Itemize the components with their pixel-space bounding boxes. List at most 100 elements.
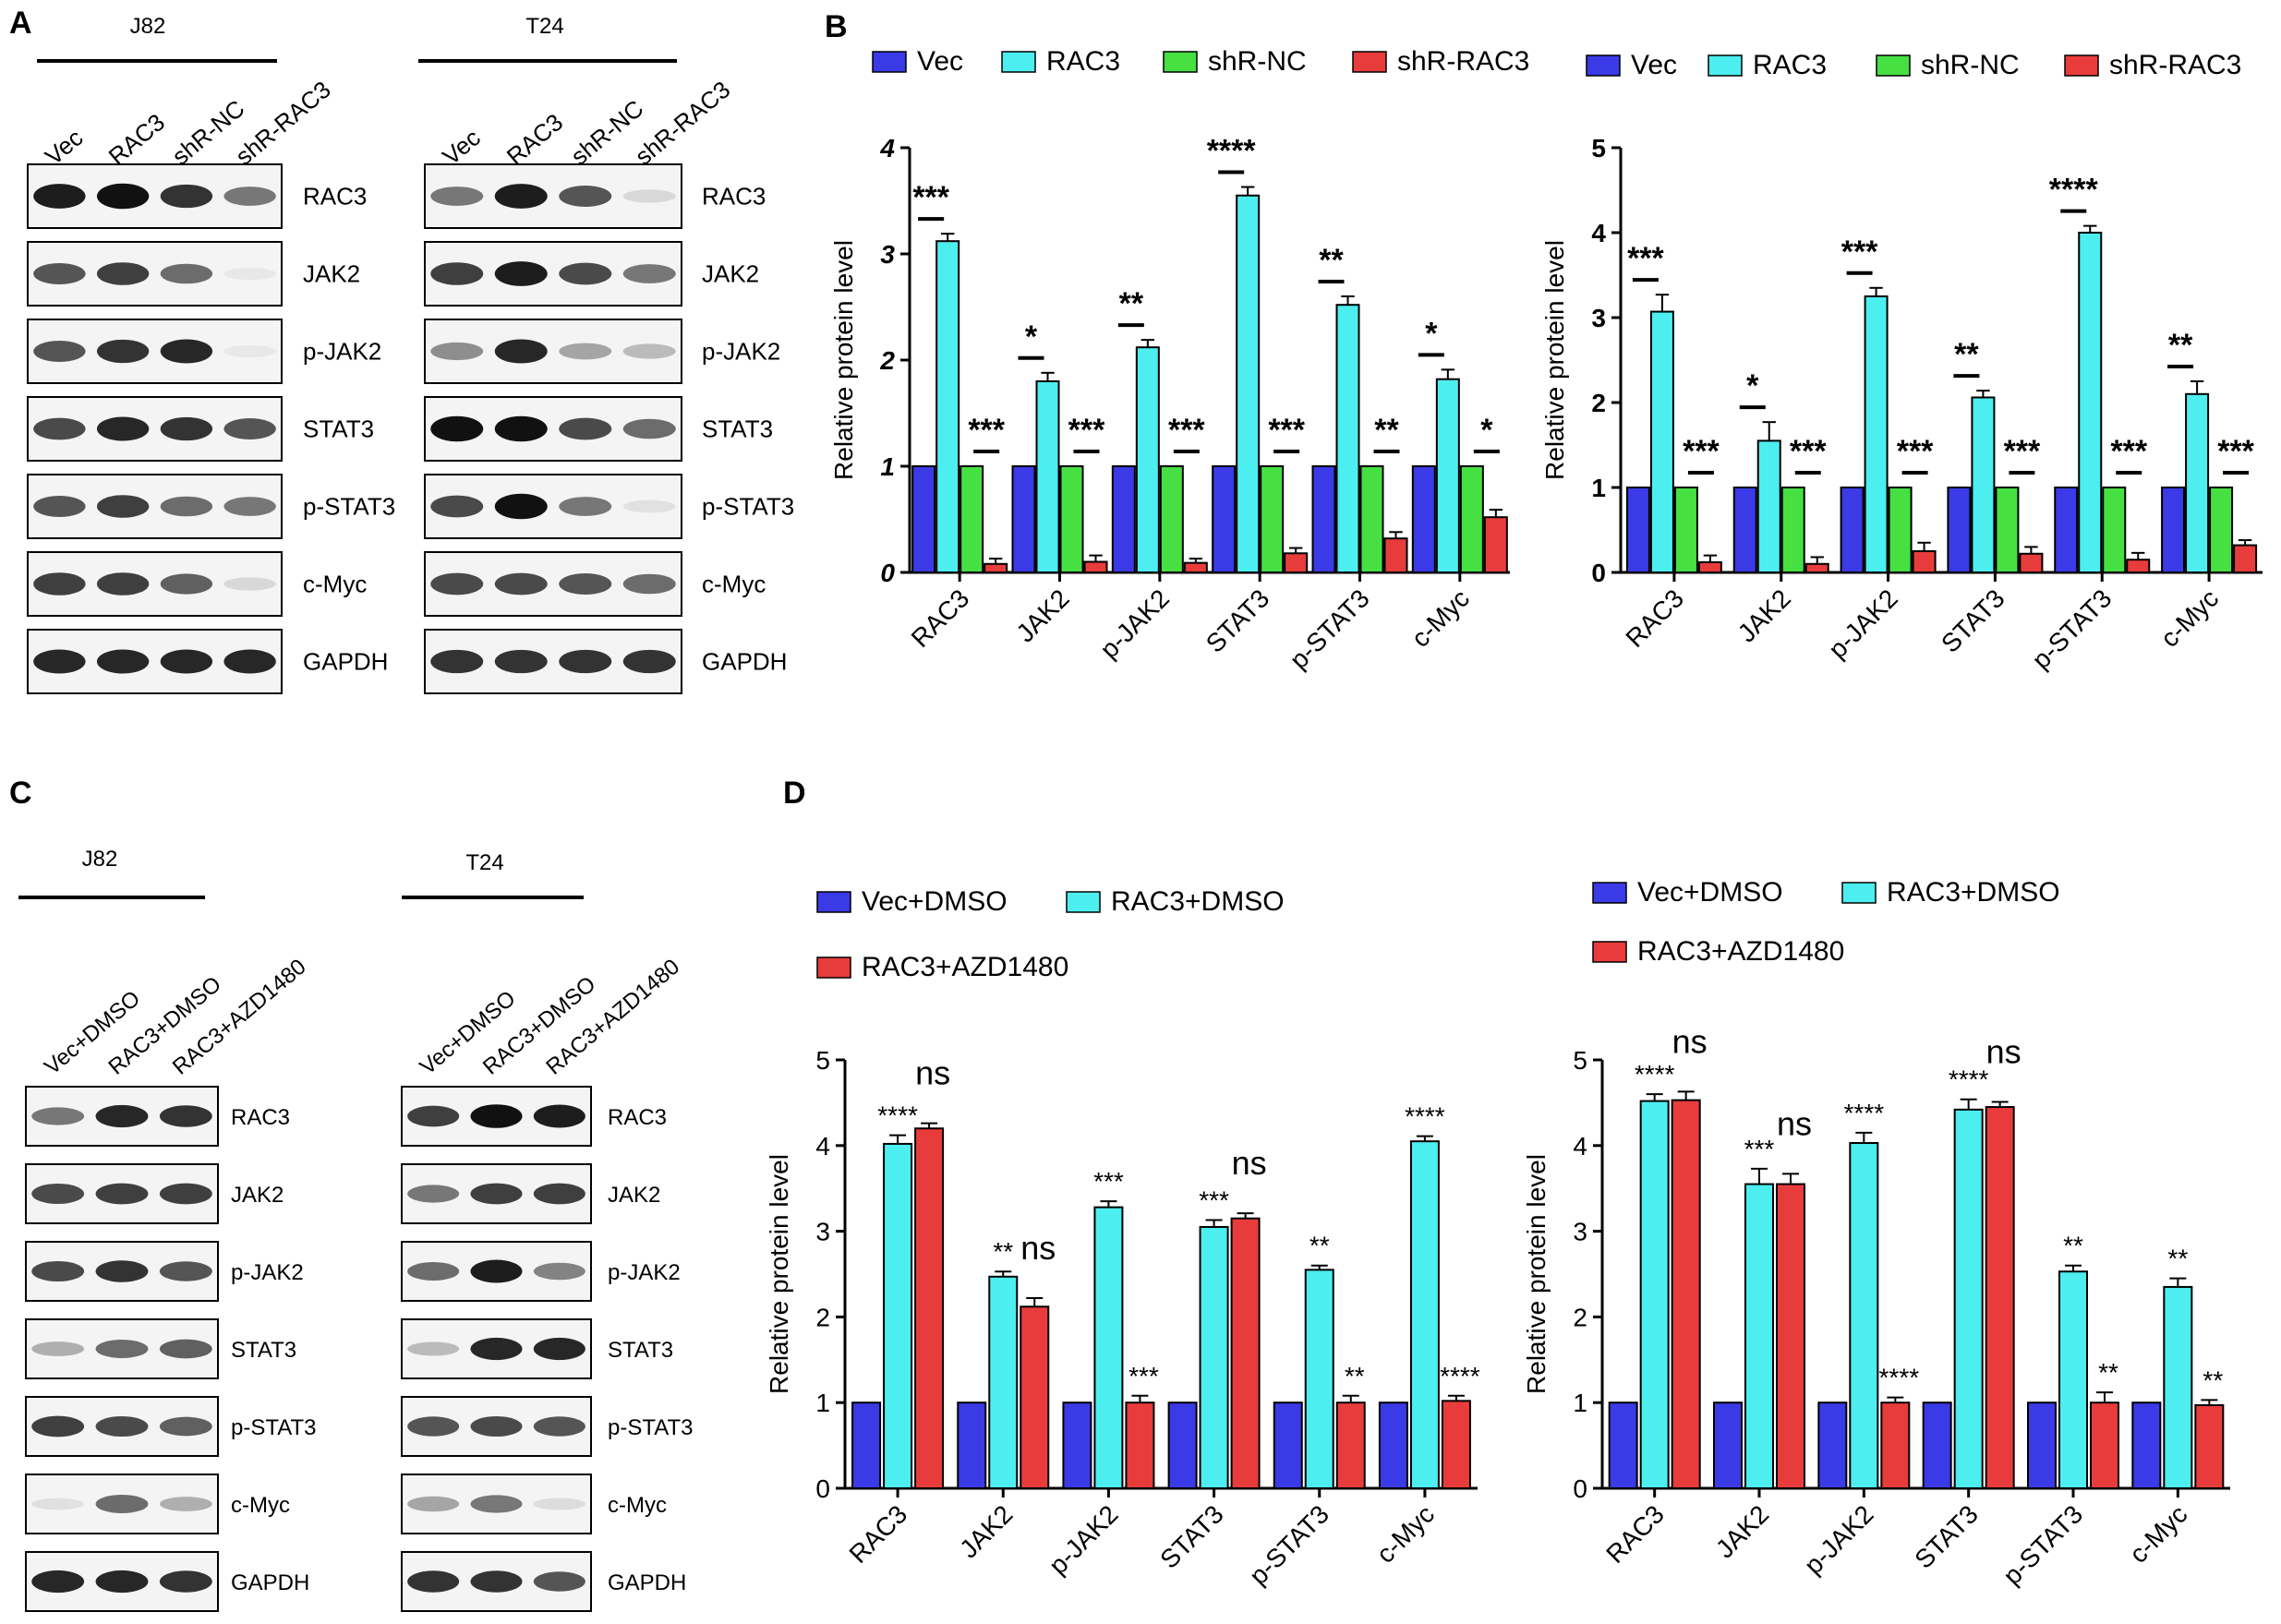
- bar: [1125, 1401, 1155, 1489]
- bar: [1035, 380, 1060, 573]
- blot-band: [96, 495, 150, 518]
- blot-band: [470, 1104, 523, 1128]
- blot-band: [31, 1107, 85, 1125]
- significance-marker: **: [2063, 1232, 2083, 1260]
- blot-band: [31, 1498, 85, 1510]
- bar: [1335, 1401, 1366, 1489]
- blot-band: [533, 1416, 585, 1437]
- x-tick-label: p-STAT3: [1244, 1499, 1334, 1590]
- bar: [2209, 487, 2234, 573]
- blot-band: [159, 1183, 212, 1205]
- blot-band: [33, 495, 86, 518]
- x-tick-label: JAK2: [1010, 583, 1074, 647]
- bar: [1849, 1142, 1879, 1489]
- bar: [2019, 552, 2044, 574]
- blot-band: [430, 342, 484, 361]
- blot-band: [96, 572, 150, 595]
- blot-band: [533, 1498, 585, 1510]
- protein-label: STAT3: [608, 1338, 673, 1363]
- legend-label: shR-RAC3: [1397, 46, 1529, 77]
- blot-band: [96, 262, 150, 285]
- significance-marker: **: [1954, 337, 1979, 372]
- bar: [2233, 544, 2258, 573]
- blot-band: [470, 1337, 523, 1361]
- significance-marker: **: [1345, 1362, 1365, 1390]
- significance-marker: ***: [1199, 1186, 1229, 1215]
- blot-band: [33, 417, 86, 440]
- protein-label: STAT3: [231, 1338, 296, 1363]
- blot-band: [407, 1416, 460, 1437]
- significance-marker: ***: [1128, 1362, 1159, 1390]
- blot-band: [533, 1104, 585, 1128]
- y-tick-label: 5: [1573, 1046, 1587, 1075]
- legend-label: shR-NC: [1921, 50, 2020, 80]
- blot-band: [95, 1183, 149, 1205]
- panel-label-b: B: [825, 9, 848, 44]
- bar: [2185, 392, 2210, 573]
- lane-label: shR-NC: [565, 94, 648, 170]
- significance-marker: ****: [1207, 134, 1257, 169]
- blot-band: [223, 344, 276, 358]
- blot-band: [407, 1262, 460, 1281]
- bar: [1260, 465, 1285, 573]
- x-tick-label: c-Myc: [2155, 583, 2225, 653]
- legend-swatch: [1841, 882, 1877, 904]
- significance-marker: ***: [1268, 413, 1305, 448]
- lane-label: shR-RAC3: [230, 76, 335, 171]
- legend-label: RAC3+AZD1480: [1637, 936, 1844, 967]
- y-tick-label: 1: [880, 452, 895, 481]
- bar: [1284, 552, 1309, 573]
- blot-band: [160, 496, 213, 517]
- bar: [2194, 1403, 2225, 1490]
- legend-swatch: [1001, 51, 1036, 73]
- blot-band: [430, 572, 484, 595]
- bar: [1230, 1217, 1261, 1490]
- lane-label: Vec: [437, 124, 486, 171]
- legend-swatch: [1586, 54, 1621, 77]
- blot-band: [494, 184, 548, 209]
- bar: [2078, 232, 2103, 573]
- y-tick-label: 4: [1591, 219, 1606, 247]
- bar: [1135, 346, 1160, 574]
- bar: [2054, 487, 2079, 573]
- bar: [1840, 487, 1865, 573]
- x-tick-label: JAK2: [954, 1499, 1018, 1563]
- bar: [1020, 1305, 1050, 1490]
- blot-band: [223, 649, 276, 674]
- protein-label: p-STAT3: [303, 493, 395, 521]
- y-tick-label: 0: [1573, 1474, 1587, 1503]
- blot-band: [95, 1340, 149, 1358]
- bar: [1459, 465, 1484, 573]
- legend-swatch: [872, 51, 907, 73]
- panel-label-c: C: [9, 776, 32, 811]
- bar: [1483, 516, 1508, 574]
- y-axis-label: Relative protein level: [765, 1154, 793, 1394]
- significance-marker: ns: [1672, 1022, 1708, 1060]
- protein-label: c-Myc: [702, 571, 766, 598]
- blot-band: [622, 649, 676, 674]
- significance-marker: **: [993, 1237, 1013, 1266]
- bar: [2161, 487, 2186, 573]
- bar: [1183, 561, 1208, 574]
- x-tick-label: p-STAT3: [1997, 1499, 2088, 1590]
- y-tick-label: 0: [1591, 559, 1606, 587]
- protein-label: c-Myc: [303, 571, 367, 598]
- y-tick-label: 3: [1573, 1218, 1587, 1246]
- protein-label: RAC3: [303, 183, 367, 211]
- blot-band: [160, 339, 213, 364]
- bar: [1971, 396, 1996, 574]
- bar: [2058, 1270, 2088, 1489]
- legend-swatch: [1592, 882, 1627, 904]
- bar: [1912, 550, 1937, 573]
- blot-band: [33, 340, 86, 363]
- significance-marker: ns: [1020, 1229, 1056, 1267]
- significance-marker: ***: [1168, 413, 1205, 448]
- blot-band: [160, 649, 213, 674]
- blot-band: [223, 267, 276, 281]
- protein-label: STAT3: [303, 415, 374, 443]
- significance-marker: ***: [2217, 434, 2254, 469]
- y-tick-label: 1: [815, 1389, 830, 1417]
- legend-swatch: [1708, 54, 1743, 77]
- y-tick-label: 4: [1573, 1132, 1587, 1161]
